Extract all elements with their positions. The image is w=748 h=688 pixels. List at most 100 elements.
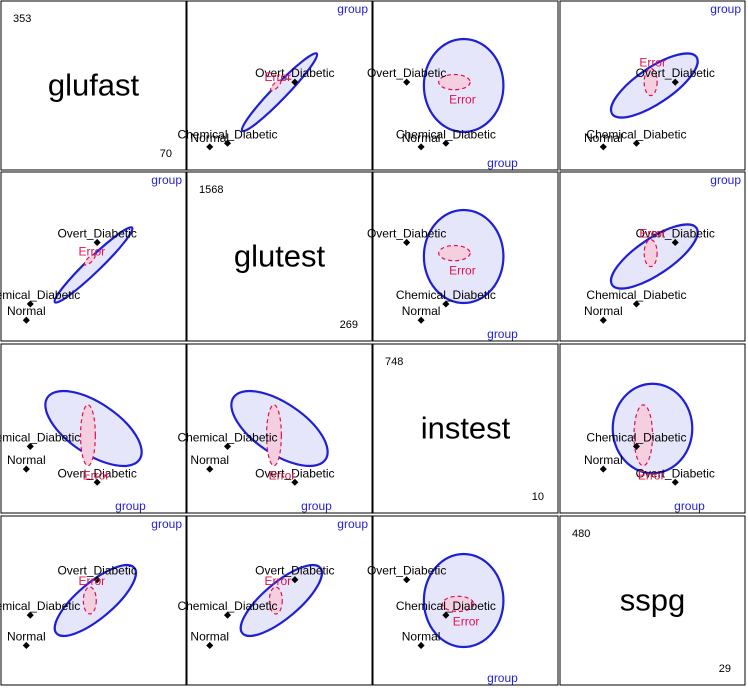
group-mean-label: Chemical_Diabetic (396, 599, 496, 613)
error-ellipse (633, 404, 654, 467)
panel-instest-vs-glufast: group Normal Chemical_Diabetic Overt_Diabet… (0, 343, 187, 514)
group-mean-point (403, 238, 411, 246)
group-mean-label: Chemical_Diabetic (0, 599, 80, 613)
group-mean-label: Chemical_Diabetic (586, 430, 686, 444)
group-mean-label: Normal (584, 304, 623, 318)
variable-label: instest (421, 411, 511, 446)
group-mean-point (632, 442, 640, 450)
error-ellipse (265, 404, 282, 467)
group-mean-label: Overt_Diabetic (367, 564, 446, 578)
group-mean-label: Chemical_Diabetic (586, 127, 686, 141)
hypothesis-label: group (487, 327, 518, 341)
group-mean-point (417, 641, 425, 649)
error-ellipse (438, 244, 471, 262)
hypothesis-label: group (710, 2, 741, 16)
group-mean-label: Overt_Diabetic (636, 466, 715, 480)
group-mean-label: Chemical_Diabetic (0, 430, 80, 444)
group-mean-point (291, 78, 299, 86)
group-mean-point (22, 641, 30, 649)
panel-sspg-vs-instest: group Normal Chemical_Diabetic Overt_Diabet… (367, 515, 559, 686)
group-mean-point (417, 316, 425, 324)
group-mean-label: Chemical_Diabetic (0, 288, 80, 302)
error-ellipse (79, 404, 96, 467)
range-min-label: 29 (719, 663, 731, 675)
panel-instest-vs-glutest: group Normal Chemical_Diabetic Overt_Diabet… (177, 343, 373, 514)
range-min-label: 269 (340, 319, 358, 331)
error-label: Error (269, 469, 296, 483)
variable-label: glutest (234, 239, 326, 274)
range-min-label: 10 (532, 491, 544, 503)
error-ellipse (270, 79, 282, 92)
group-mean-point (206, 143, 214, 151)
group-mean-label: Overt_Diabetic (57, 226, 136, 240)
group-mean-point (223, 611, 232, 619)
error-ellipse (441, 595, 475, 613)
error-ellipse (268, 586, 283, 615)
error-ellipse (83, 254, 96, 266)
group-mean-point (93, 478, 101, 486)
group-mean-point (26, 442, 34, 450)
range-max-label: 480 (572, 528, 590, 540)
group-mean-point (599, 143, 607, 151)
hypothesis-label: group (487, 156, 518, 170)
panel-frame (186, 171, 373, 342)
group-mean-label: Overt_Diabetic (255, 66, 334, 80)
group-mean-label: Normal (190, 453, 229, 467)
diagonal-panel-instest: instest 748 10 (372, 343, 559, 514)
group-mean-point (599, 465, 607, 473)
range-min-label: 70 (160, 148, 172, 160)
group-mean-point (671, 238, 679, 246)
panel-glutest-vs-instest: group Normal Chemical_Diabetic Overt_Diabet… (367, 171, 559, 342)
range-max-label: 748 (385, 356, 403, 368)
group-mean-point (206, 465, 214, 473)
group-mean-label: Chemical_Diabetic (396, 288, 496, 302)
group-mean-point (223, 442, 232, 450)
group-mean-label: Normal (402, 131, 441, 145)
panel-sspg-vs-glufast: group Normal Chemical_Diabetic Overt_Diabet… (0, 515, 187, 686)
group-mean-label: Overt_Diabetic (636, 66, 715, 80)
group-mean-point (442, 300, 450, 308)
group-mean-point (442, 139, 450, 147)
group-mean-point (26, 300, 34, 308)
group-mean-point (93, 576, 101, 584)
hypothesis-label: group (674, 499, 705, 513)
group-mean-label: Normal (584, 453, 623, 467)
error-ellipse (643, 68, 658, 97)
group-mean-label: Chemical_Diabetic (177, 599, 277, 613)
error-label: Error (639, 227, 666, 241)
group-mean-point (417, 143, 425, 151)
group-mean-label: Overt_Diabetic (57, 466, 136, 480)
error-label: Error (83, 469, 110, 483)
group-mean-point (442, 611, 450, 619)
group-mean-label: Chemical_Diabetic (586, 288, 686, 302)
error-label: Error (264, 70, 291, 84)
panel-sspg-vs-glutest: group Normal Chemical_Diabetic Overt_Diabet… (177, 515, 373, 686)
group-mean-label: Overt_Diabetic (367, 226, 446, 240)
range-max-label: 353 (13, 13, 31, 25)
hypothesis-label: group (487, 671, 518, 685)
group-mean-point (22, 465, 30, 473)
diagonal-panel-sspg: sspg 480 29 (559, 515, 746, 686)
panel-glutest-vs-sspg: group Normal Chemical_Diabetic Overt_Diabet… (559, 171, 746, 342)
group-mean-label: Overt_Diabetic (636, 226, 715, 240)
error-label: Error (78, 574, 105, 588)
error-label: Error (264, 574, 291, 588)
group-mean-point (632, 300, 640, 308)
group-mean-label: Normal (7, 629, 46, 643)
group-mean-label: Chemical_Diabetic (177, 430, 277, 444)
group-mean-label: Normal (190, 131, 229, 145)
panel-frame (0, 0, 187, 171)
diagonal-panel-glufast: glufast 353 70 (0, 0, 187, 171)
group-mean-label: Overt_Diabetic (57, 564, 136, 578)
group-mean-label: Overt_Diabetic (255, 564, 334, 578)
group-mean-label: Normal (402, 629, 441, 643)
group-mean-label: Overt_Diabetic (367, 66, 446, 80)
hypothesis-label: group (301, 499, 332, 513)
panel-frame (559, 515, 746, 686)
group-mean-point (403, 78, 411, 86)
group-mean-point (599, 316, 607, 324)
group-mean-point (22, 316, 30, 324)
